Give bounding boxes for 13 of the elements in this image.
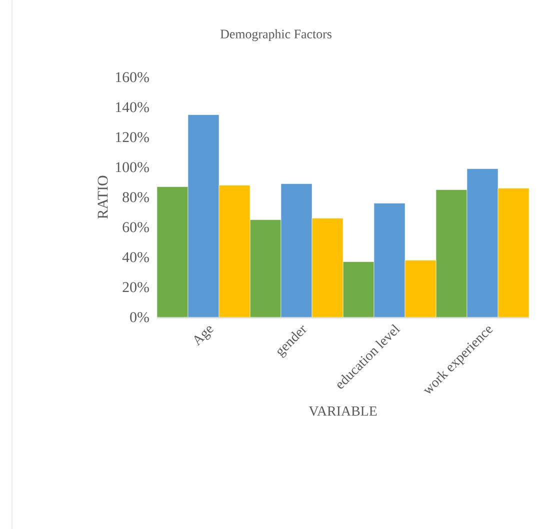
y-tick-label: 100%	[116, 162, 149, 172]
y-tick-label: 140%	[116, 102, 149, 112]
y-tick-label: 0%	[130, 312, 149, 322]
y-tick-label: 20%	[122, 282, 149, 292]
y-tick-label: 120%	[116, 132, 149, 142]
x-axis-title: VARIABLE	[308, 406, 377, 416]
y-axis-title: RATIO	[98, 176, 108, 219]
y-tick-label: 60%	[122, 222, 149, 232]
y-tick-label: 160%	[116, 72, 149, 82]
x-tick-label: Age	[194, 326, 214, 346]
y-tick-label: 40%	[122, 252, 149, 262]
y-tick-label: 80%	[122, 192, 149, 202]
chart-title: Demographic Factors	[220, 29, 332, 41]
